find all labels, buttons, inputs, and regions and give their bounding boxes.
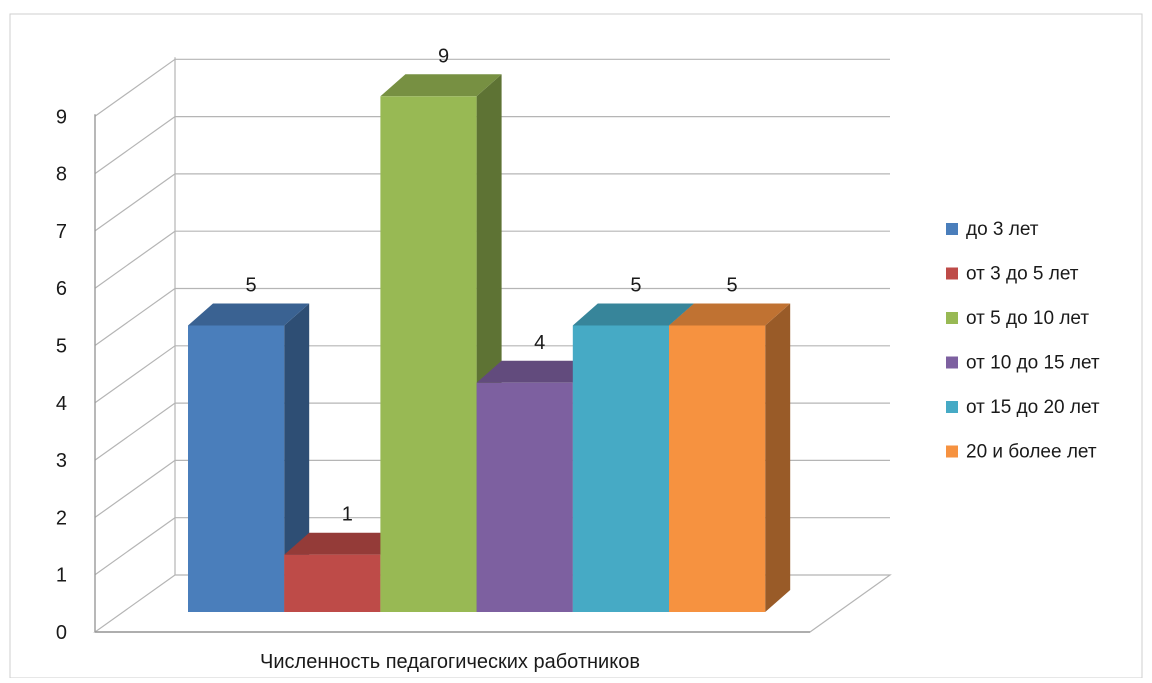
y-tick-label: 4 [56, 393, 67, 415]
bar-front [669, 325, 766, 612]
bar-front [572, 325, 669, 612]
legend-label: до 3 лет [966, 219, 1039, 240]
bar [380, 74, 502, 613]
legend-swatch [946, 401, 958, 413]
data-label: 5 [630, 275, 641, 297]
legend: до 3 лет от 3 до 5 лет от 5 до 10 лет от 10… [946, 219, 1100, 463]
y-tick-label: 3 [56, 450, 67, 472]
data-label: 5 [727, 275, 738, 297]
x-axis-label: Численность педагогических работников [260, 651, 640, 673]
legend-item: 20 и более лет [946, 442, 1097, 463]
data-label: 5 [246, 275, 257, 297]
bar-top [284, 532, 406, 555]
y-tick-label: 5 [56, 336, 67, 358]
legend-item: от 15 до 20 лет [946, 397, 1100, 418]
data-label: 4 [534, 332, 545, 354]
data-label: 1 [342, 504, 353, 526]
y-tick-label: 6 [56, 278, 67, 300]
y-tick-label: 7 [56, 221, 67, 243]
legend-label: от 3 до 5 лет [966, 264, 1079, 285]
bar-side [284, 303, 310, 612]
bar-top [572, 303, 694, 326]
y-tick-label: 2 [56, 507, 67, 529]
y-tick-label: 0 [56, 622, 67, 644]
legend-swatch [946, 445, 958, 458]
bar [284, 532, 406, 612]
legend-label: от 10 до 15 лет [966, 353, 1100, 374]
y-axis: 0 1 2 3 4 5 6 7 8 9 [56, 106, 810, 644]
bar-front [380, 96, 477, 613]
bar [188, 303, 310, 612]
bar [669, 303, 791, 612]
bars [188, 74, 791, 613]
bar-front [284, 554, 381, 612]
legend-item: от 3 до 5 лет [946, 264, 1079, 285]
data-labels: 5 1 9 4 5 5 [246, 45, 738, 525]
y-tick-label: 9 [56, 106, 67, 128]
bar-side [765, 303, 791, 612]
legend-item: от 5 до 10 лет [946, 308, 1089, 329]
y-tick-label: 8 [56, 164, 67, 186]
bar-top [669, 303, 791, 326]
legend-item: от 10 до 15 лет [946, 353, 1100, 374]
legend-swatch [946, 356, 958, 369]
bar-top [380, 74, 502, 97]
bar-top [188, 303, 310, 326]
legend-swatch [946, 312, 958, 324]
data-label: 9 [438, 45, 449, 67]
legend-swatch [946, 223, 958, 235]
bar-front [188, 325, 285, 612]
y-tick-label: 1 [56, 565, 67, 587]
legend-label: от 5 до 10 лет [966, 308, 1089, 329]
legend-label: 20 и более лет [966, 442, 1097, 463]
legend-swatch [946, 267, 958, 280]
legend-item: до 3 лет [946, 219, 1039, 240]
bar-top [476, 360, 598, 383]
legend-label: от 15 до 20 лет [966, 397, 1100, 418]
bar-front [476, 382, 573, 612]
